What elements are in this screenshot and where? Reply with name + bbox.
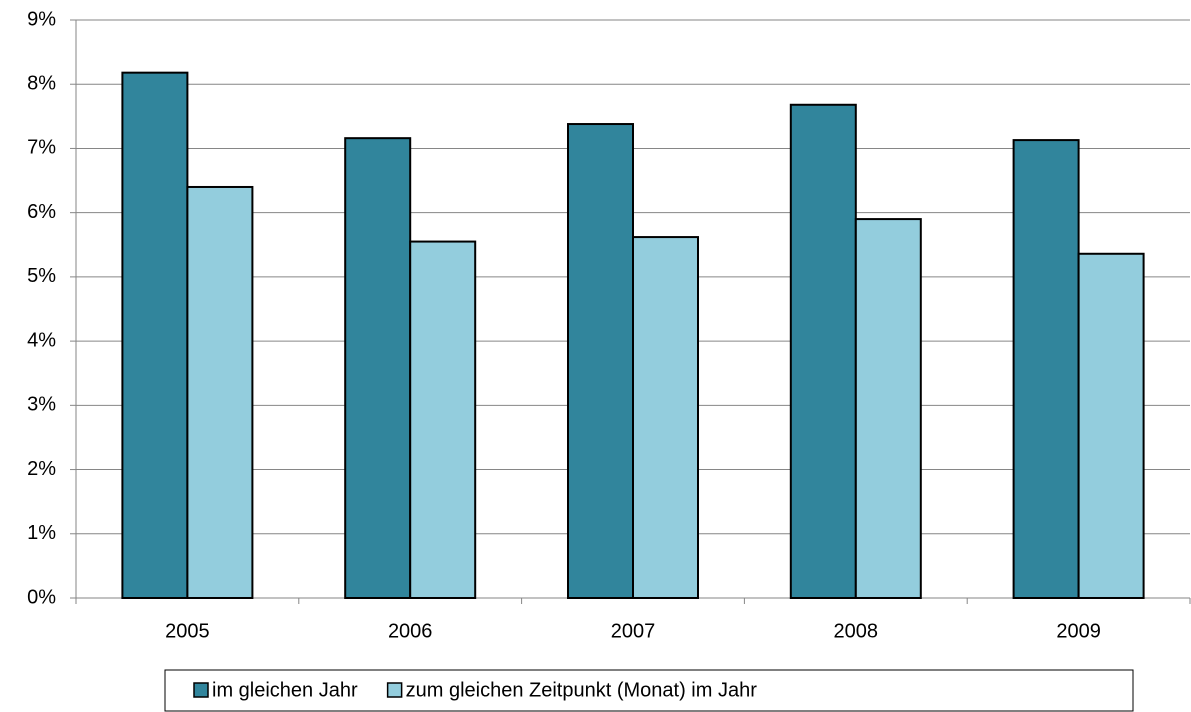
bar <box>186 185 254 599</box>
x-tick-label: 2005 <box>165 620 210 642</box>
y-tick-label: 3% <box>27 394 56 416</box>
y-tick-label: 2% <box>27 458 56 480</box>
bar <box>1077 252 1145 599</box>
x-tick-label: 2007 <box>611 620 656 642</box>
y-tick-label: 8% <box>27 73 56 95</box>
y-tick-label: 1% <box>27 522 56 544</box>
legend-swatch <box>386 682 403 698</box>
legend-swatch <box>193 682 209 698</box>
y-tick-label: 6% <box>27 201 56 223</box>
legend-label: zum gleichen Zeitpunkt (Monat) im Jahr <box>406 679 758 701</box>
bar <box>409 240 477 599</box>
bar <box>854 218 922 599</box>
bar <box>1012 139 1080 599</box>
bar <box>632 236 699 599</box>
bar <box>567 123 634 599</box>
y-tick-label: 9% <box>27 8 56 30</box>
x-tick-label: 2008 <box>834 620 879 642</box>
legend <box>164 669 1134 712</box>
bar <box>789 103 857 599</box>
y-tick-label: 5% <box>27 265 56 287</box>
bar <box>121 71 189 599</box>
legend-label: im gleichen Jahr <box>212 679 358 701</box>
bar <box>344 137 412 599</box>
x-tick-label: 2009 <box>1056 620 1101 642</box>
y-tick-label: 0% <box>27 586 56 608</box>
x-tick-label: 2006 <box>388 620 433 642</box>
y-tick-label: 4% <box>27 329 56 351</box>
y-tick-label: 7% <box>27 137 56 159</box>
